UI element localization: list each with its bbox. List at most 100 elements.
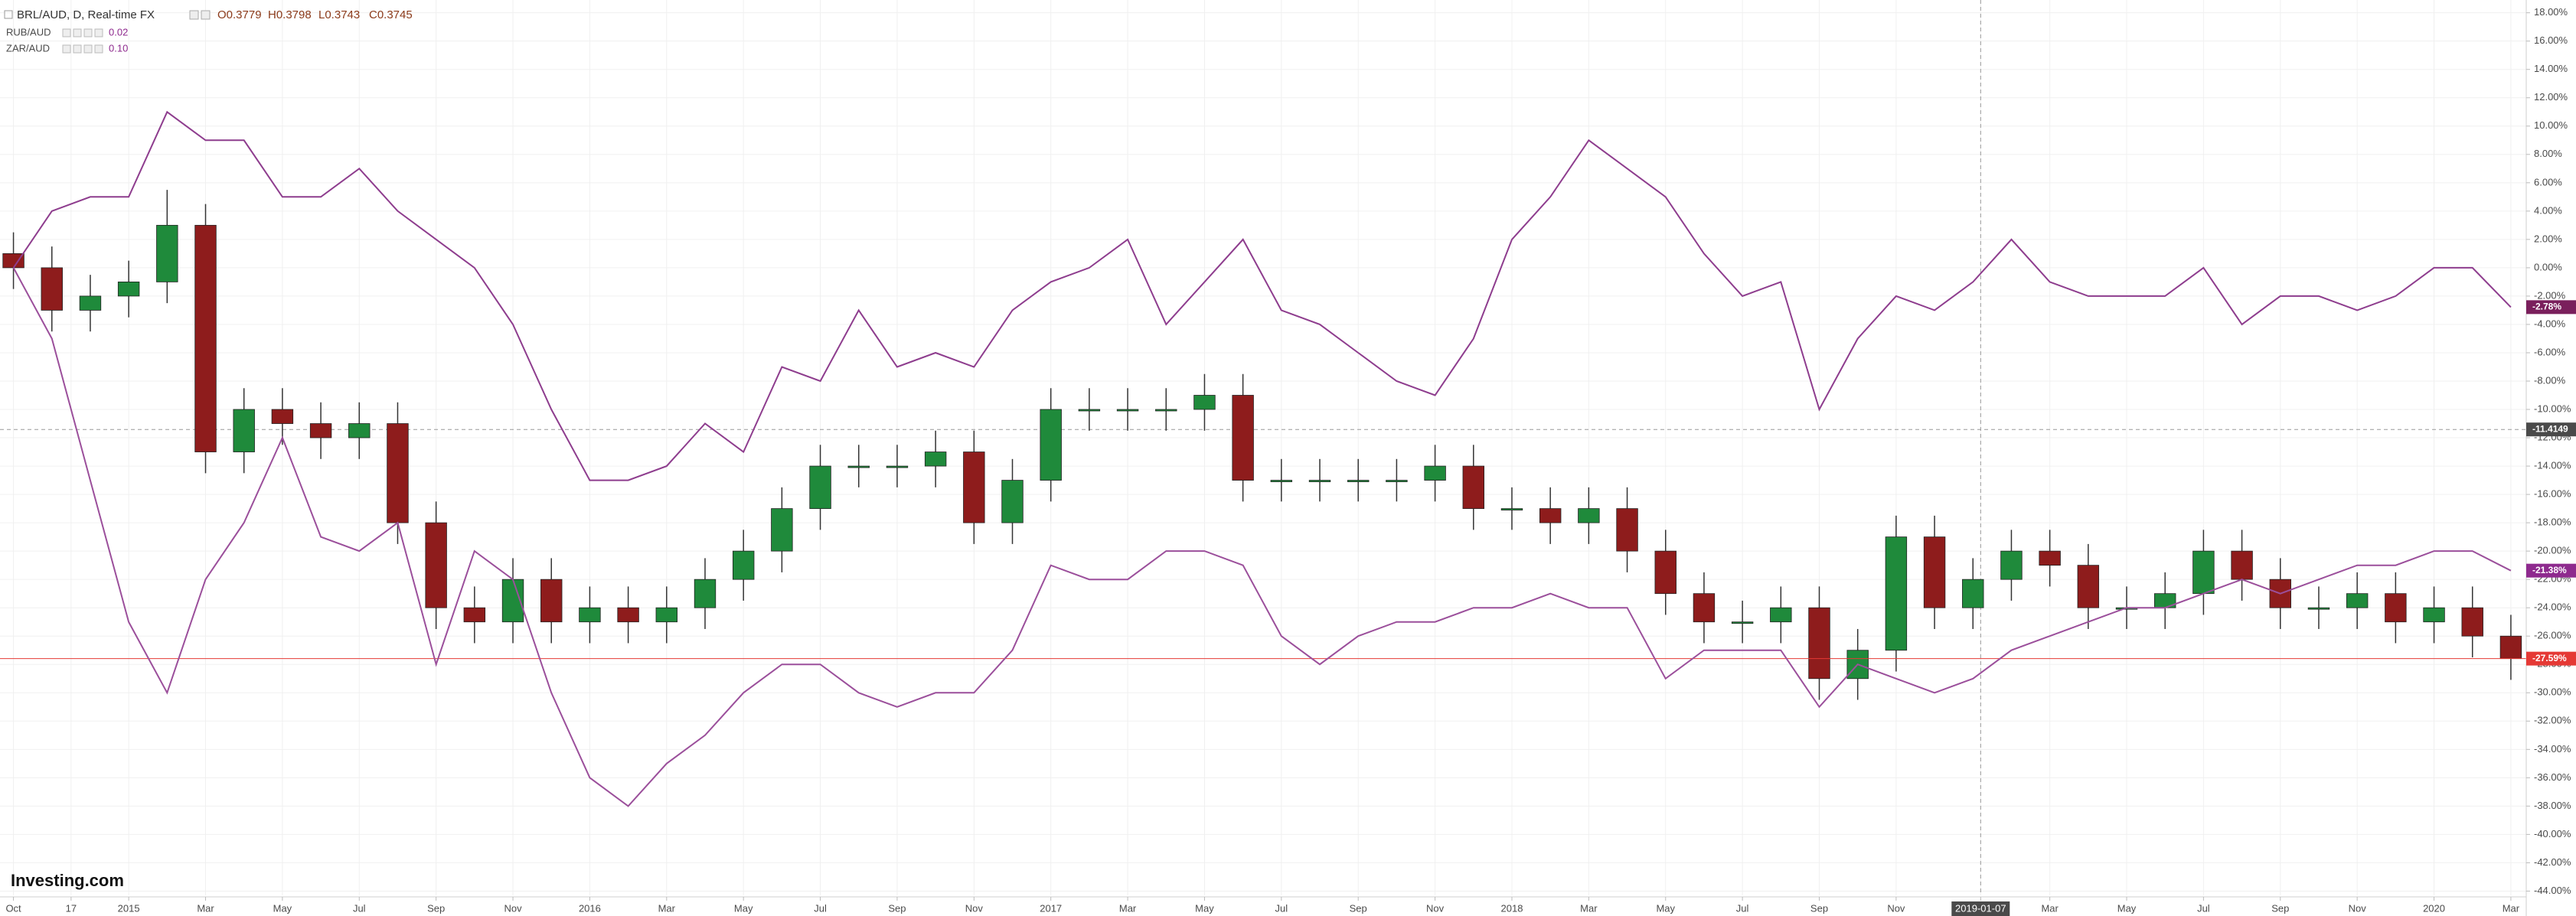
candle-body [1308, 480, 1331, 482]
x-tick-label: 2017 [1040, 902, 1062, 914]
y-tick-label: 18.00% [2534, 6, 2568, 18]
candle-body [1193, 395, 1216, 410]
candle-body [1270, 480, 1293, 482]
candle-body [617, 607, 639, 623]
candle-body [2346, 593, 2369, 608]
candle-body [1693, 593, 1716, 623]
y-tick-label: -34.00% [2534, 743, 2571, 755]
x-tick-label: 2020 [2423, 902, 2445, 914]
x-tick-label: Jul [1275, 902, 1288, 914]
candle-body [79, 295, 102, 311]
x-tick-label: Mar [658, 902, 676, 914]
y-tick-label: -38.00% [2534, 800, 2571, 811]
y-tick-label: -14.00% [2534, 460, 2571, 471]
candle-body [2499, 635, 2522, 660]
legend-button[interactable] [73, 44, 82, 54]
candle-body [387, 423, 409, 523]
y-tick-label: -26.00% [2534, 630, 2571, 641]
candle-body [924, 451, 947, 467]
candle-body [1539, 508, 1562, 523]
x-tick-label: 2015 [118, 902, 140, 914]
ohlc-high: H0.3798 [268, 8, 312, 21]
x-tick-label: 2018 [1501, 902, 1523, 914]
y-tick-label: -6.00% [2534, 346, 2566, 357]
ohlc-open: O0.3779 [217, 8, 262, 21]
candle-body [847, 465, 870, 468]
legend-button[interactable] [189, 10, 199, 20]
y-tick-label: 4.00% [2534, 204, 2562, 216]
series-line [12, 110, 2512, 481]
candle-body [2077, 565, 2100, 608]
candle-body [117, 282, 140, 297]
candle-body [425, 522, 447, 608]
legend: BRL/AUD, D, Real-time FX O0.3779 H0.3798… [4, 8, 413, 54]
x-tick-label: Mar [2041, 902, 2059, 914]
crosshair-y-label-box [2526, 422, 2576, 437]
x-tick-label: Oct [5, 902, 21, 914]
x-tick-label: May [734, 902, 753, 914]
candle-body [2231, 550, 2253, 580]
x-tick-label: May [1656, 902, 1675, 914]
x-tick-label: Sep [1810, 902, 1828, 914]
legend-button[interactable] [73, 28, 82, 37]
candle-body [1616, 508, 1638, 552]
candle-body [1462, 465, 1484, 510]
legend-button[interactable] [94, 28, 103, 37]
x-tick-label: Sep [888, 902, 906, 914]
legend-name: ZAR/AUD [6, 42, 50, 54]
y-tick-label: -20.00% [2534, 545, 2571, 556]
last-value-tag [2526, 300, 2576, 315]
candle-body [655, 607, 678, 623]
y-tick-label: -10.00% [2534, 403, 2571, 414]
x-tick-label: 2019-01-07 [1955, 902, 2006, 914]
legend-button[interactable] [62, 28, 71, 37]
x-tick-label: Mar [1119, 902, 1137, 914]
candle-body [771, 508, 793, 552]
y-tick-label: -18.00% [2534, 517, 2571, 528]
legend-button[interactable] [83, 44, 93, 54]
collapse-button[interactable] [4, 10, 13, 19]
candle-body [156, 224, 178, 282]
candle-body [1232, 395, 1254, 481]
legend-button[interactable] [83, 28, 93, 37]
crosshair-x-label-box [1951, 901, 2010, 916]
candle-body [2385, 593, 2407, 623]
x-tick-label: 2016 [579, 902, 601, 914]
x-tick-label: Sep [1350, 902, 1367, 914]
candle-body [963, 451, 985, 523]
x-tick-label: Jul [2197, 902, 2210, 914]
candle-body [1424, 465, 1446, 481]
candle-body [2, 253, 24, 269]
y-tick-label: 2.00% [2534, 233, 2562, 244]
axes: 18.00% 16.00% 14.00% 12.00% 10.00% 8.00% 6.00%… [5, 6, 2576, 916]
y-tick-label: -42.00% [2534, 856, 2571, 868]
x-tick-label: Nov [2349, 902, 2367, 914]
y-tick-label: 0.00% [2534, 261, 2562, 272]
y-tick-label: 6.00% [2534, 176, 2562, 187]
y-tick-label: 10.00% [2534, 119, 2568, 131]
legend-button[interactable] [201, 10, 211, 20]
legend-button[interactable] [94, 44, 103, 54]
x-tick-label: May [273, 902, 292, 914]
x-tick-label: Sep [427, 902, 445, 914]
x-tick-label: Nov [965, 902, 984, 914]
x-tick-label: May [1195, 902, 1214, 914]
candle-body [2039, 550, 2061, 566]
y-tick-label: 14.00% [2534, 63, 2568, 74]
y-tick-label: -44.00% [2534, 885, 2571, 896]
last-value-tag [2526, 563, 2576, 578]
legend-button[interactable] [62, 44, 71, 54]
crosshair-y-label: -11.4149 [2532, 423, 2568, 434]
legend-name: RUB/AUD [6, 26, 51, 37]
candle-body [2423, 607, 2445, 623]
grid [0, 0, 2526, 895]
candle-body [1885, 536, 1908, 651]
x-tick-label: Nov [504, 902, 522, 914]
last-value-label: -27.59% [2532, 653, 2567, 663]
x-tick-label: Mar [197, 902, 214, 914]
y-tick-label: -30.00% [2534, 686, 2571, 698]
last-value-label: -2.78% [2532, 302, 2561, 312]
candle-body [194, 224, 217, 452]
ohlc-close: C0.3745 [369, 8, 413, 21]
